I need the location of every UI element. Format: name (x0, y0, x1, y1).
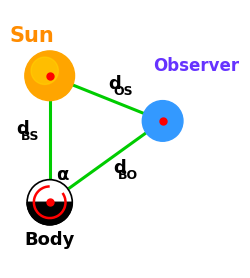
Text: α: α (56, 166, 69, 184)
Circle shape (31, 57, 58, 85)
Circle shape (25, 51, 74, 101)
Text: Body: Body (24, 231, 75, 249)
Text: d: d (16, 120, 28, 138)
Text: BS: BS (21, 130, 39, 143)
Text: BO: BO (118, 168, 138, 182)
Text: Sun: Sun (9, 26, 54, 46)
Text: d: d (108, 75, 121, 93)
Wedge shape (27, 202, 72, 225)
Wedge shape (27, 180, 72, 202)
Text: OS: OS (114, 85, 133, 98)
Text: Observer: Observer (154, 57, 240, 75)
Circle shape (142, 101, 183, 141)
Text: d: d (113, 159, 126, 177)
